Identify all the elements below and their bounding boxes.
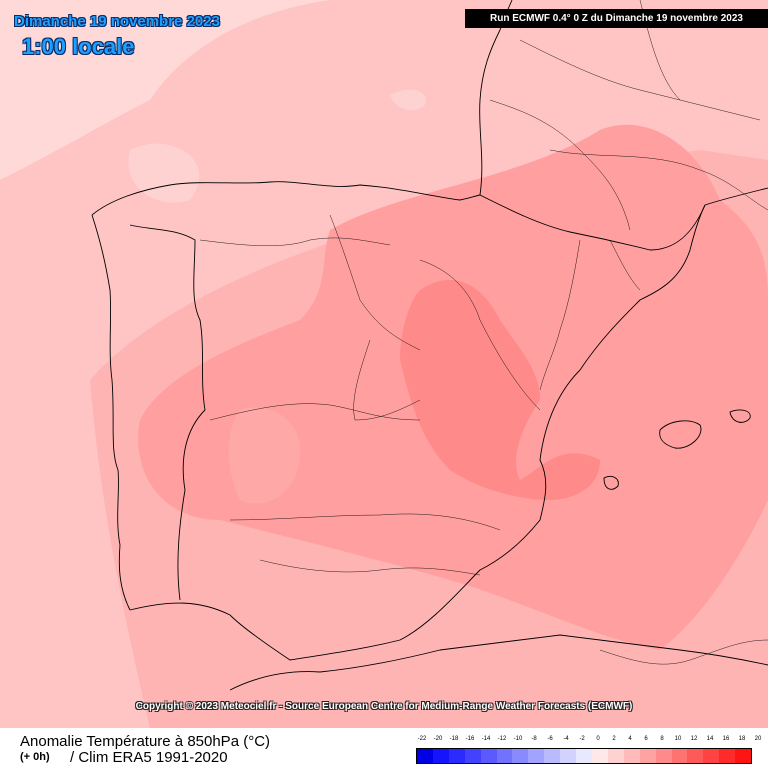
color-scale-tick-label: -8 [531,736,537,742]
color-scale-swatch [417,749,433,763]
color-scale-tick-label: -16 [465,736,475,742]
color-scale-tick-label: -2 [579,736,585,742]
iberia-east-coast [579,204,706,371]
spain-portugal-border [129,224,206,601]
color-scale-tick-label: -4 [563,736,569,742]
temperature-anomaly-map [0,0,768,728]
anomaly-field-light-patch-2 [390,89,426,111]
spain-france-border [479,194,706,251]
iberia-west-coast [91,214,131,611]
color-scale-swatch [591,749,608,763]
color-scale-tick-label: 10 [674,736,682,742]
color-scale-tick-label: -14 [481,736,491,742]
climatology-label: / Clim ERA5 1991-2020 [70,749,228,766]
ibiza-island [603,475,619,490]
run-info-banner: Run ECMWF 0.4° 0 Z du Dimanche 19 novemb… [465,9,768,28]
color-scale-swatch [544,749,561,763]
color-scale-swatch [528,749,545,763]
color-scale-tick-label: -12 [497,736,507,742]
color-scale-tick-label: 8 [660,736,664,742]
anomaly-field-light-patch [128,143,200,203]
color-scale-labels: -22 -20 -18 -16 -14 -12 -10 -8 -6 -4 -2 0 2 4 6 8 10 12 14… [416,736,762,745]
color-scale-tick-label: 4 [628,736,632,742]
anomaly-field-4-6-west [228,407,300,504]
color-scale-swatch [623,749,640,763]
color-scale-swatch [560,749,577,763]
forecast-time-title: 1:00 locale [22,34,135,59]
mallorca-island [659,420,702,449]
variable-title: Anomalie Température à 850hPa (°C) [20,733,271,750]
color-scale-swatch [496,749,513,763]
copyright-notice: Copyright © 2023 Meteociel.fr - Source E… [135,701,633,712]
color-scale-tick-label: 16 [722,736,730,742]
color-scale-swatch [671,749,688,763]
color-scale-swatch [512,749,529,763]
color-scale-swatch [655,749,672,763]
forecast-date-title: Dimanche 19 novembre 2023 [14,13,220,30]
color-scale-tick-label: -22 [417,736,427,742]
color-scale-tick-label: -18 [449,736,459,742]
color-scale-swatch [687,749,704,763]
color-scale-tick-label: -10 [513,736,523,742]
color-scale-tick-label: 20 [754,736,762,742]
color-scale-tick-label: 18 [738,736,746,742]
coastlines [91,0,768,691]
color-scale-tick-label: -6 [547,736,553,742]
color-scale-tick-label: 14 [706,736,714,742]
color-scale-swatch [703,749,720,763]
color-scale-swatch [432,749,449,763]
color-scale-swatch [719,749,736,763]
anomaly-field-6-8 [400,280,600,500]
iberia-north-coast [91,181,481,216]
color-scale-swatch [607,749,624,763]
color-scale-swatch [576,749,592,763]
color-scale-tick-label: 6 [644,736,648,742]
color-scale-swatch [639,749,656,763]
color-scale-swatch [464,749,481,763]
color-scale-tick-label: -20 [433,736,443,742]
color-scale-tick-label: 12 [690,736,698,742]
france-mediterranean-coast [704,187,768,206]
color-scale-tick-label: 2 [612,736,616,742]
color-scale-swatch [480,749,497,763]
country-borders [129,194,706,601]
lead-time: (+ 0h) [20,751,50,763]
color-scale-tick-label: 0 [596,736,600,742]
color-scale-swatch [735,749,752,763]
color-scale-legend: -22 -20 -18 -16 -14 -12 -10 -8 -6 -4 -2 0 2 4 6 8 10 12 14… [416,736,762,766]
color-scale-swatch [448,749,465,763]
menorca-island [729,409,751,423]
africa-north-coast [229,634,768,691]
iberia-south-coast [129,369,581,661]
color-scale-bar [416,748,752,764]
